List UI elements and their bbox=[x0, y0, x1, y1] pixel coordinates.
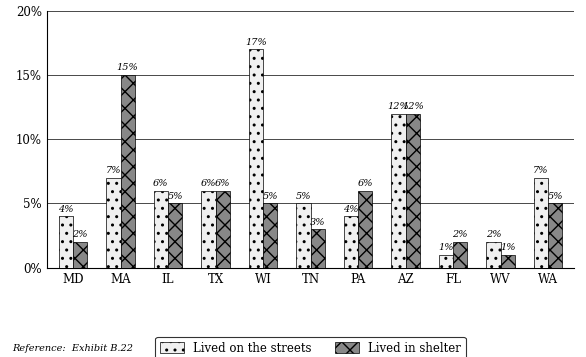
Bar bbox=[297, 203, 311, 268]
Bar bbox=[486, 242, 500, 268]
Text: 17%: 17% bbox=[245, 38, 267, 47]
Text: 1%: 1% bbox=[500, 243, 516, 252]
Text: Reference:  Exhibit B.22: Reference: Exhibit B.22 bbox=[12, 345, 132, 353]
Bar bbox=[500, 255, 515, 268]
Bar bbox=[344, 216, 358, 268]
Bar bbox=[548, 203, 563, 268]
Text: 7%: 7% bbox=[533, 166, 548, 175]
Text: 5%: 5% bbox=[168, 192, 183, 201]
Bar bbox=[439, 255, 453, 268]
Bar bbox=[358, 191, 372, 268]
Bar bbox=[121, 75, 135, 268]
Text: 1%: 1% bbox=[438, 243, 454, 252]
Text: 5%: 5% bbox=[263, 192, 278, 201]
Bar bbox=[453, 242, 468, 268]
Bar bbox=[249, 49, 263, 268]
Text: 5%: 5% bbox=[296, 192, 311, 201]
Text: 12%: 12% bbox=[387, 102, 410, 111]
Legend: Lived on the streets, Lived in shelter: Lived on the streets, Lived in shelter bbox=[155, 337, 466, 357]
Text: 7%: 7% bbox=[105, 166, 121, 175]
Text: 6%: 6% bbox=[200, 179, 216, 188]
Text: 2%: 2% bbox=[73, 231, 88, 240]
Bar bbox=[154, 191, 168, 268]
Text: 2%: 2% bbox=[486, 231, 501, 240]
Text: 3%: 3% bbox=[310, 218, 325, 227]
Bar bbox=[263, 203, 277, 268]
Text: 4%: 4% bbox=[58, 205, 74, 214]
Bar bbox=[216, 191, 230, 268]
Text: 4%: 4% bbox=[343, 205, 359, 214]
Bar bbox=[391, 114, 406, 268]
Text: 12%: 12% bbox=[402, 102, 424, 111]
Bar bbox=[168, 203, 182, 268]
Text: 6%: 6% bbox=[153, 179, 169, 188]
Bar bbox=[59, 216, 73, 268]
Bar bbox=[406, 114, 420, 268]
Text: 5%: 5% bbox=[547, 192, 563, 201]
Text: 6%: 6% bbox=[357, 179, 373, 188]
Text: 2%: 2% bbox=[452, 231, 468, 240]
Bar bbox=[202, 191, 216, 268]
Bar bbox=[106, 178, 121, 268]
Text: 15%: 15% bbox=[117, 64, 138, 72]
Bar bbox=[534, 178, 548, 268]
Text: 6%: 6% bbox=[215, 179, 230, 188]
Bar bbox=[311, 229, 325, 268]
Bar bbox=[73, 242, 87, 268]
